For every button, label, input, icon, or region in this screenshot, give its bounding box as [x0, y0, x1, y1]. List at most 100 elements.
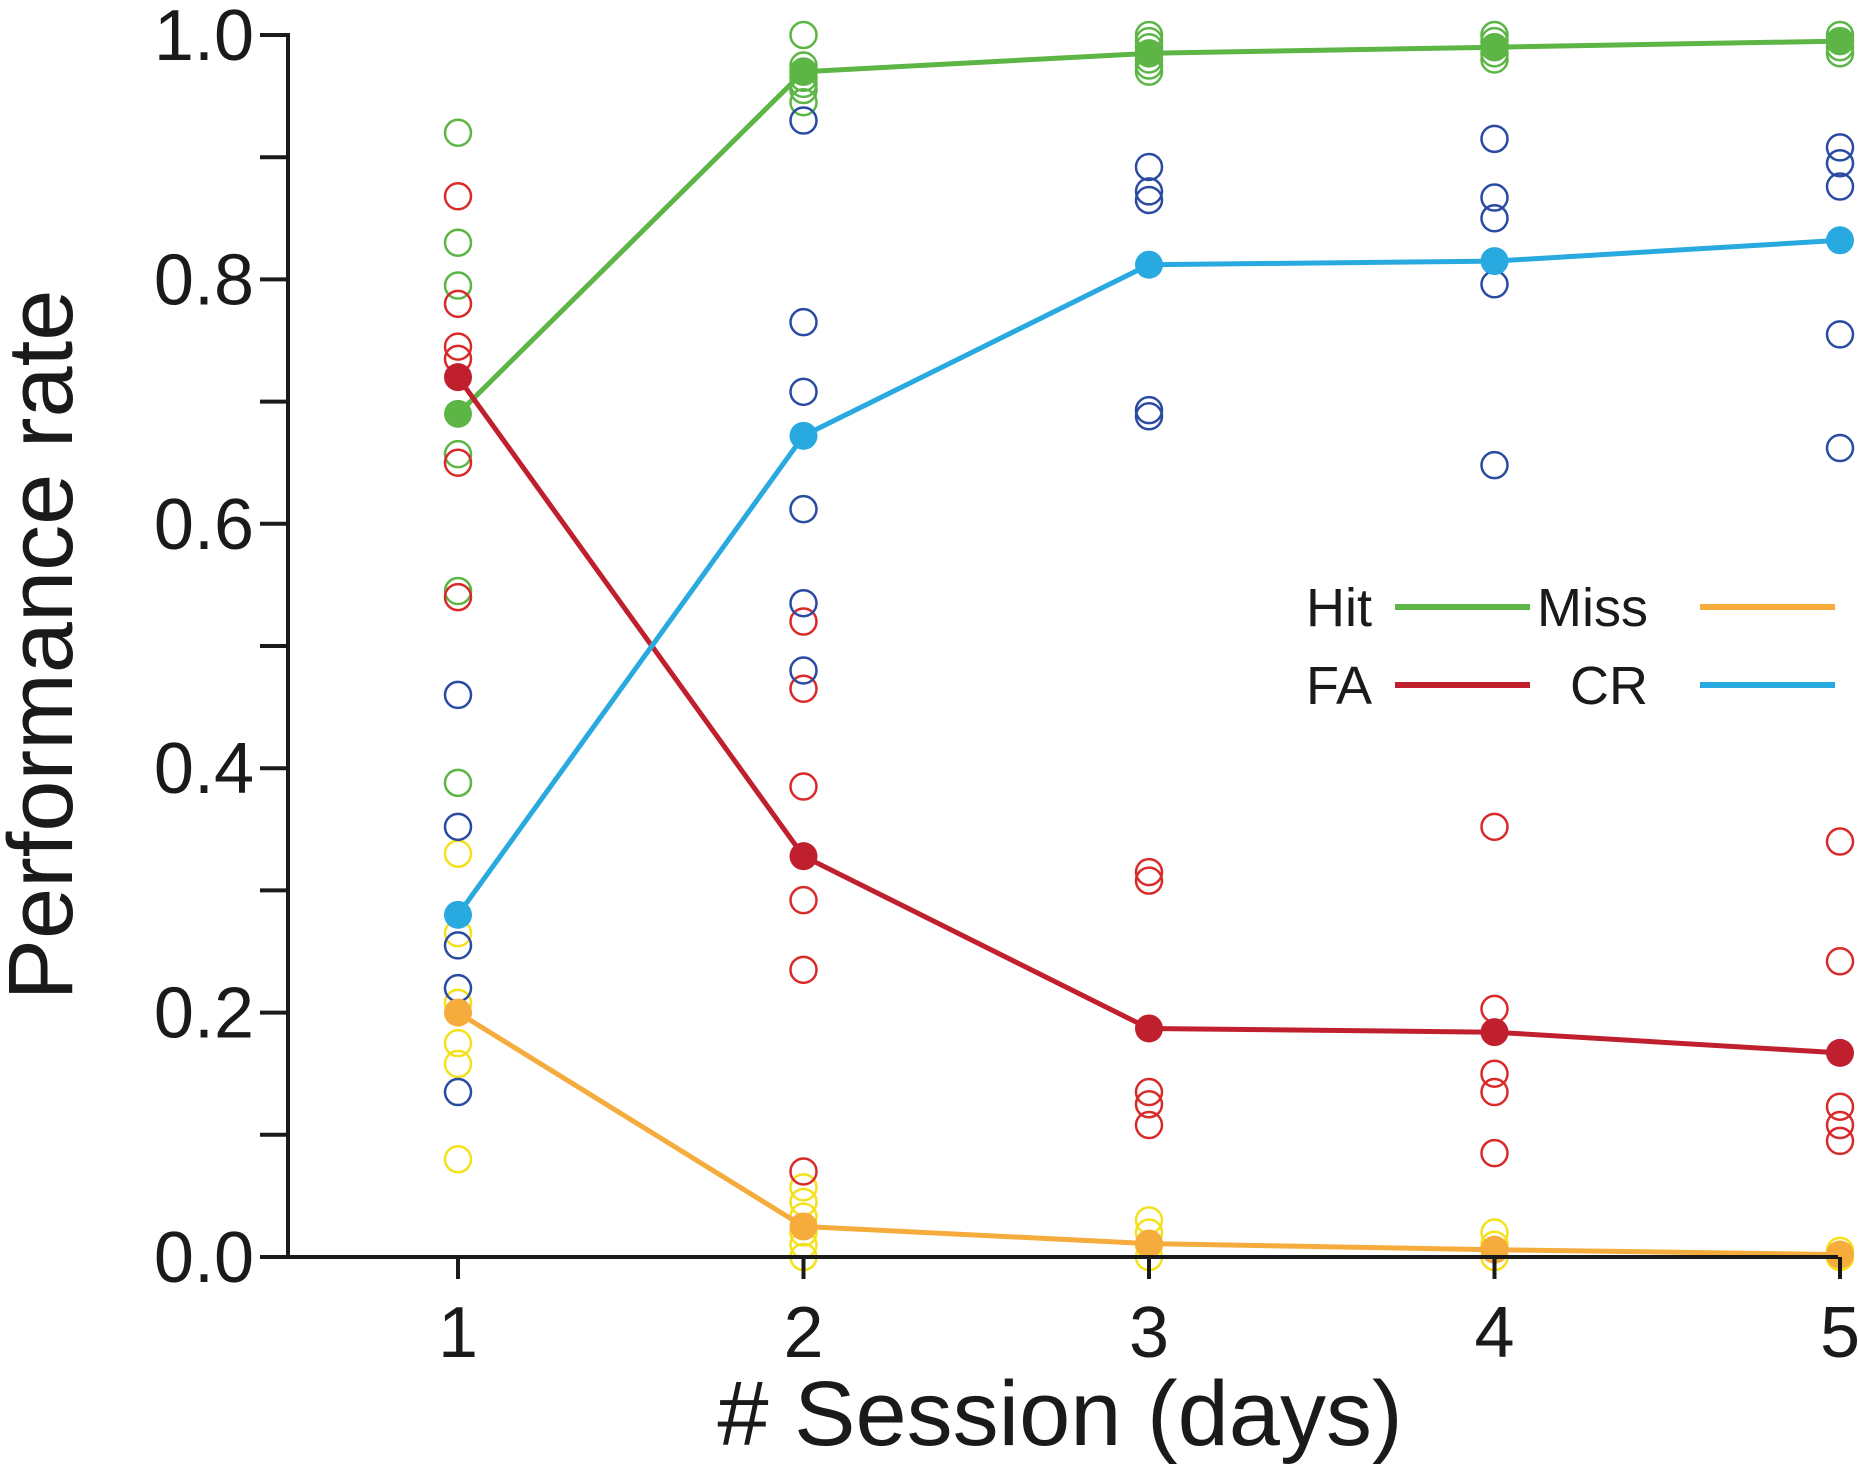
- individual-point-cr: [1825, 149, 1855, 178]
- individual-point-cr: [1134, 152, 1164, 182]
- individual-point-cr: [1480, 270, 1509, 299]
- individual-point-miss: [789, 1173, 818, 1202]
- individual-point-cr: [443, 973, 473, 1003]
- y-tick-label: 0.4: [154, 729, 254, 809]
- individual-point-cr: [1134, 177, 1164, 206]
- individual-point-fa: [443, 332, 473, 361]
- individual-point-cr: [789, 106, 818, 135]
- individual-point-cr: [1825, 133, 1855, 162]
- y-axis-title: Performance rate: [0, 290, 92, 1001]
- individual-point-fa: [789, 607, 818, 636]
- individual-point-fa: [789, 674, 818, 704]
- series-line-hit: [456, 38, 1841, 416]
- y-tick-label: 0.8: [154, 240, 254, 320]
- individual-point-cr: [1825, 320, 1855, 349]
- y-ticks: 0.0 0.2 0.4 0.6 0.8 1.0: [154, 0, 288, 1298]
- individual-point-cr: [789, 377, 818, 407]
- individual-point-fa: [1825, 1092, 1855, 1121]
- mean-point-cr: [444, 900, 472, 929]
- x-tick-label: 4: [1474, 1293, 1514, 1373]
- individual-point-hit: [789, 20, 818, 50]
- series-line-miss: [456, 1010, 1841, 1258]
- individual-point-fa: [443, 182, 473, 211]
- mean-point-fa: [789, 842, 818, 871]
- individual-point-cr: [789, 494, 818, 524]
- legend-label-miss: Miss: [1537, 578, 1648, 638]
- mean-point-cr: [1826, 226, 1854, 255]
- mean-points: [444, 27, 1854, 1269]
- individual-point-hit: [443, 439, 473, 469]
- individual-point-cr: [1825, 433, 1855, 463]
- series-lines: [455, 38, 1841, 1258]
- individual-point-hit: [443, 271, 473, 300]
- individual-point-cr: [1480, 204, 1509, 233]
- individual-point-hit: [443, 768, 473, 798]
- individual-point-cr: [1134, 185, 1164, 215]
- x-axis-title: # Session (days): [717, 1363, 1402, 1465]
- individual-point-cr: [443, 812, 473, 842]
- individual-point-cr: [1480, 124, 1509, 154]
- individual-point-fa: [1134, 1090, 1164, 1119]
- individual-point-cr: [1134, 395, 1164, 425]
- mean-point-miss: [444, 998, 472, 1027]
- mean-point-cr: [789, 421, 818, 450]
- mean-point-miss: [1826, 1240, 1854, 1269]
- individual-point-cr: [1480, 450, 1509, 480]
- individual-point-cr: [1134, 402, 1164, 431]
- individual-point-miss: [443, 839, 473, 868]
- individual-point-hit: [789, 87, 818, 117]
- individual-point-fa: [1480, 812, 1509, 842]
- individual-point-cr: [789, 588, 818, 618]
- individual-point-fa: [1480, 1138, 1509, 1168]
- individual-point-fa: [1134, 857, 1164, 887]
- individual-point-fa: [443, 289, 473, 319]
- individual-point-cr: [443, 931, 473, 960]
- mean-point-hit: [789, 57, 818, 86]
- y-tick-label: 0.0: [154, 1218, 254, 1298]
- individual-point-fa: [1134, 1110, 1164, 1140]
- individual-point-cr: [1480, 183, 1509, 212]
- individual-point-cr: [789, 307, 818, 337]
- mean-point-hit: [1135, 39, 1163, 68]
- x-tick-label: 5: [1820, 1293, 1858, 1373]
- individual-point-cr: [789, 656, 818, 685]
- mean-point-hit: [444, 399, 472, 428]
- individual-point-fa: [443, 582, 473, 612]
- mean-point-miss: [1135, 1229, 1163, 1258]
- individual-point-fa: [789, 1157, 818, 1186]
- mean-point-fa: [1135, 1014, 1163, 1043]
- individual-point-fa: [789, 772, 818, 801]
- individual-point-miss: [443, 1049, 473, 1079]
- x-tick-label: 1: [438, 1293, 478, 1373]
- x-tick-label: 3: [1129, 1293, 1169, 1373]
- mean-point-miss: [789, 1212, 818, 1241]
- individual-point-fa: [1134, 866, 1164, 895]
- mean-point-cr: [1135, 250, 1163, 279]
- legend-label-fa: FA: [1306, 656, 1372, 716]
- individual-point-fa: [1825, 1126, 1855, 1156]
- axes: [286, 33, 1838, 1259]
- individual-point-hit: [443, 228, 473, 257]
- mean-point-fa: [444, 363, 472, 392]
- individual-point-hit: [443, 118, 473, 148]
- mean-point-fa: [1826, 1038, 1854, 1067]
- x-ticks: 1 2 3 4 5: [438, 1257, 1858, 1373]
- legend: Hit Miss FA CR: [1306, 578, 1835, 716]
- individual-points: [443, 20, 1855, 1272]
- legend-label-hit: Hit: [1306, 578, 1372, 638]
- mean-point-hit: [1826, 27, 1854, 56]
- individual-point-fa: [1825, 1110, 1855, 1140]
- individual-point-fa: [1134, 1077, 1164, 1107]
- individual-point-fa: [1825, 827, 1855, 856]
- x-tick-label: 2: [783, 1293, 823, 1373]
- individual-point-hit: [443, 576, 473, 606]
- individual-point-fa: [1480, 994, 1509, 1024]
- mean-point-hit: [1480, 33, 1509, 62]
- individual-point-cr: [1825, 172, 1855, 201]
- individual-point-miss: [443, 1144, 473, 1174]
- individual-point-fa: [1480, 1059, 1509, 1088]
- individual-point-cr: [443, 1077, 473, 1107]
- mean-point-fa: [1480, 1018, 1509, 1047]
- individual-point-fa: [789, 885, 818, 915]
